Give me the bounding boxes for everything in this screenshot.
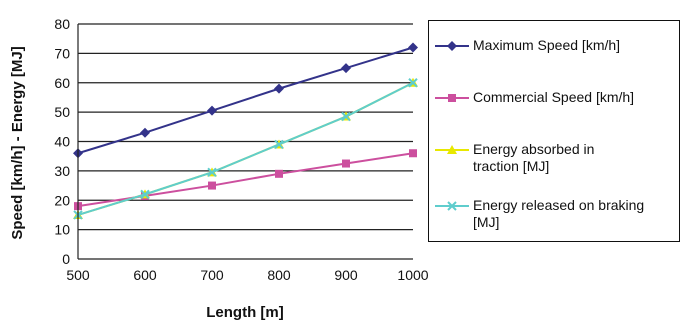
data-point xyxy=(341,111,351,122)
data-point xyxy=(207,105,217,116)
y-tick-label: 30 xyxy=(54,163,70,179)
legend-marker xyxy=(448,94,456,102)
legend-marker xyxy=(447,145,457,154)
y-tick-label: 50 xyxy=(54,104,70,120)
legend-label: Maximum Speed [km/h] xyxy=(473,37,621,53)
legend-swatch xyxy=(435,94,469,102)
data-point xyxy=(274,139,284,150)
data-point xyxy=(408,78,418,88)
y-tick-label: 80 xyxy=(54,16,70,32)
series-3 xyxy=(73,78,418,220)
data-point xyxy=(408,42,418,53)
y-tick-label: 40 xyxy=(54,134,70,150)
x-tick-labels: 500 600 700 800 900 1000 xyxy=(66,267,428,283)
data-point xyxy=(341,63,351,74)
y-tick-label: 70 xyxy=(54,45,70,61)
legend-marker xyxy=(447,41,457,51)
y-tick-labels: 0 10 20 30 40 50 60 70 80 xyxy=(54,16,70,267)
legend-label: Energy released on braking [MJ] xyxy=(473,197,645,230)
legend-swatch xyxy=(435,145,469,154)
data-point xyxy=(342,159,350,168)
series-line-2 xyxy=(77,81,414,216)
x-tick-label: 600 xyxy=(133,267,157,283)
line-chart: 0 10 20 30 40 50 60 70 80 500 600 700 800 900 1000 Le… xyxy=(9,16,429,321)
data-point xyxy=(409,149,417,158)
y-tick-label: 60 xyxy=(54,75,70,91)
series-line-0 xyxy=(77,46,414,155)
legend-label: Energy absorbed in traction [MJ] xyxy=(473,141,595,174)
x-axis-title: Length [m] xyxy=(206,304,283,321)
y-tick-label: 10 xyxy=(54,222,70,238)
y-axis-title: Speed [km/h] - Energy [MJ] xyxy=(9,46,26,239)
x-tick-label: 1000 xyxy=(397,267,428,283)
legend: Maximum Speed [km/h] Commercial Speed [km… xyxy=(428,20,680,242)
data-point xyxy=(140,127,150,138)
legend-swatch xyxy=(435,201,469,211)
grid-lines xyxy=(78,23,413,231)
data-point xyxy=(208,181,216,190)
series-line-1 xyxy=(77,152,414,208)
series-0 xyxy=(73,42,418,159)
x-tick-label: 800 xyxy=(267,267,291,283)
legend-label: Commercial Speed [km/h] xyxy=(473,89,635,105)
series-line-3 xyxy=(77,81,414,216)
data-point xyxy=(140,189,150,200)
axes xyxy=(77,24,413,260)
legend-swatch xyxy=(435,41,469,51)
data-point xyxy=(207,167,217,178)
legend-marker xyxy=(447,201,457,211)
y-tick-label: 0 xyxy=(62,251,70,267)
x-tick-label: 700 xyxy=(200,267,224,283)
data-point xyxy=(274,83,284,94)
data-point xyxy=(275,169,283,178)
x-tick-label: 900 xyxy=(334,267,358,283)
x-tick-label: 500 xyxy=(66,267,90,283)
y-tick-label: 20 xyxy=(54,192,70,208)
series-layer xyxy=(73,42,418,220)
